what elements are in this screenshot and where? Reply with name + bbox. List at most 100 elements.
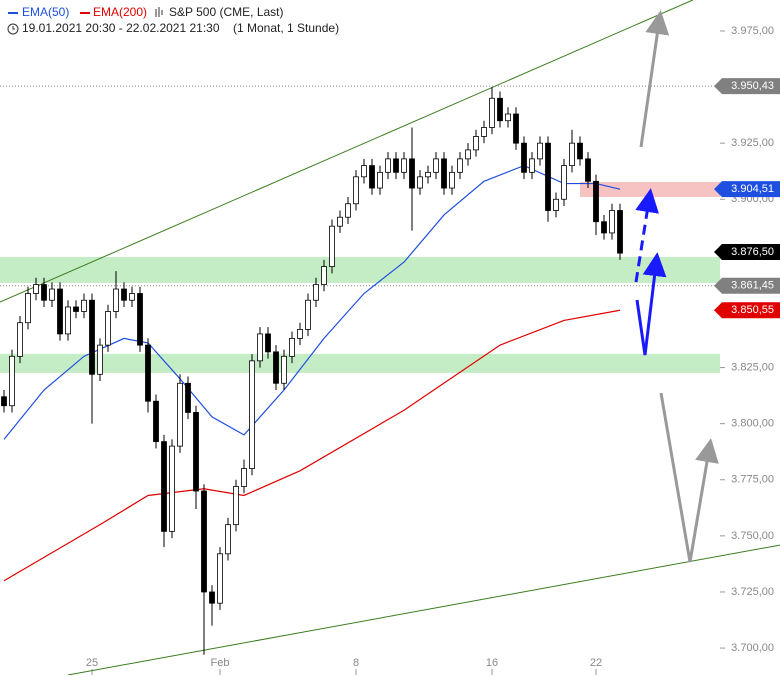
candle-body [185,382,191,413]
y-tick-label: 3.925,00 [731,137,774,149]
candle-body [417,176,423,189]
candle-body [553,198,559,211]
candle-body [369,165,375,189]
candle-body [425,171,431,178]
candle-body [433,158,439,173]
ema-line [3,309,621,582]
candle-body [609,210,615,234]
candle-body [393,158,399,173]
candle-body [89,299,95,375]
candle-body [113,288,119,312]
candle-body [569,142,575,167]
candle-body [201,490,207,593]
candle-body [585,158,591,182]
candle-body [521,142,527,173]
header: EMA(50) EMA(200) S&P 500 (CME, Last) 19.… [0,0,360,38]
candle-body [257,333,263,362]
candle-body [49,288,55,301]
candle-body [161,441,167,532]
y-tick-label: 3.775,00 [731,474,774,486]
candle-body [81,299,87,312]
arrow [634,188,659,283]
interval: (1 Monat, 1 Stunde) [233,21,339,35]
candle-icon [155,7,163,17]
candle-body [289,337,295,357]
candle-body [209,591,215,604]
candle-body [401,158,407,173]
y-tick-label: 3.750,00 [731,530,774,542]
x-tick-label: 16 [486,657,498,669]
price-tag [714,181,780,198]
candle-body [25,293,31,324]
candle-body [97,344,103,375]
candle-body [305,299,311,330]
price-tag [714,244,780,261]
y-tick-label: 3.825,00 [731,361,774,373]
clock-icon [12,26,15,30]
y-tick-label: 3.700,00 [731,642,774,654]
zone [0,256,720,283]
candle-body [137,293,143,346]
candle-body [561,165,567,200]
price-tags: 3.950,43 3.904,51 3.876,50 3.861,45 3.850,55 [714,78,780,319]
arrow [659,392,719,563]
candle-body [217,553,223,604]
trendline [67,544,780,676]
candle-body [281,355,287,384]
candle-body [313,284,319,301]
candle-body [121,288,127,301]
candle-body [505,113,511,122]
candle-body [465,149,471,160]
x-tick-label: Feb [211,657,230,669]
zone [0,353,720,373]
candle-body [321,266,327,285]
candle-body [129,293,135,301]
candle-body [9,355,15,407]
price-tag-label: 3.850,55 [731,304,774,316]
candle-body [441,158,447,189]
candle-body [537,142,543,160]
legend-entry: EMA(200) [93,5,147,19]
trendline [0,0,693,303]
candle-body [377,171,383,189]
price-tag [714,302,780,319]
candle-body [489,97,495,128]
candle-body [449,171,455,189]
candle-body [593,180,599,223]
candle-body [337,216,343,227]
arrow [639,10,670,148]
candle-body [73,306,79,312]
price-tag [714,277,780,294]
candle-body [225,524,231,555]
x-tick-label: 22 [590,657,602,669]
zones [0,181,720,373]
candle-body [1,396,7,407]
instrument: S&P 500 (CME, Last) [169,5,284,19]
candle-body [457,158,463,173]
ema-line [3,164,621,440]
candle-body [153,400,159,443]
candle-body [529,158,535,173]
candle-body [577,142,583,160]
candle-body [361,165,367,178]
price-tag-label: 3.876,50 [731,246,774,258]
y-tick-label: 3.975,00 [731,25,774,37]
candle-body [513,113,519,144]
candle-body [409,158,415,189]
candle-body [169,445,175,532]
candle-body [353,176,359,205]
candle-body [273,351,279,384]
axis: 3.975,003.950,003.925,003.900,003.875,00… [0,25,774,675]
price-tag [714,78,780,95]
x-tick-label: 8 [353,657,359,669]
annotation-arrows [634,10,719,563]
candle-body [145,344,151,402]
period: 19.01.2021 20:30 - 22.02.2021 21:30 [22,21,220,35]
candle-body [193,412,199,492]
candle-body [105,311,111,346]
candle-body [177,382,183,447]
candle-body [65,306,71,335]
candle-body [297,329,303,339]
price-tag-label: 3.904,51 [731,183,774,195]
